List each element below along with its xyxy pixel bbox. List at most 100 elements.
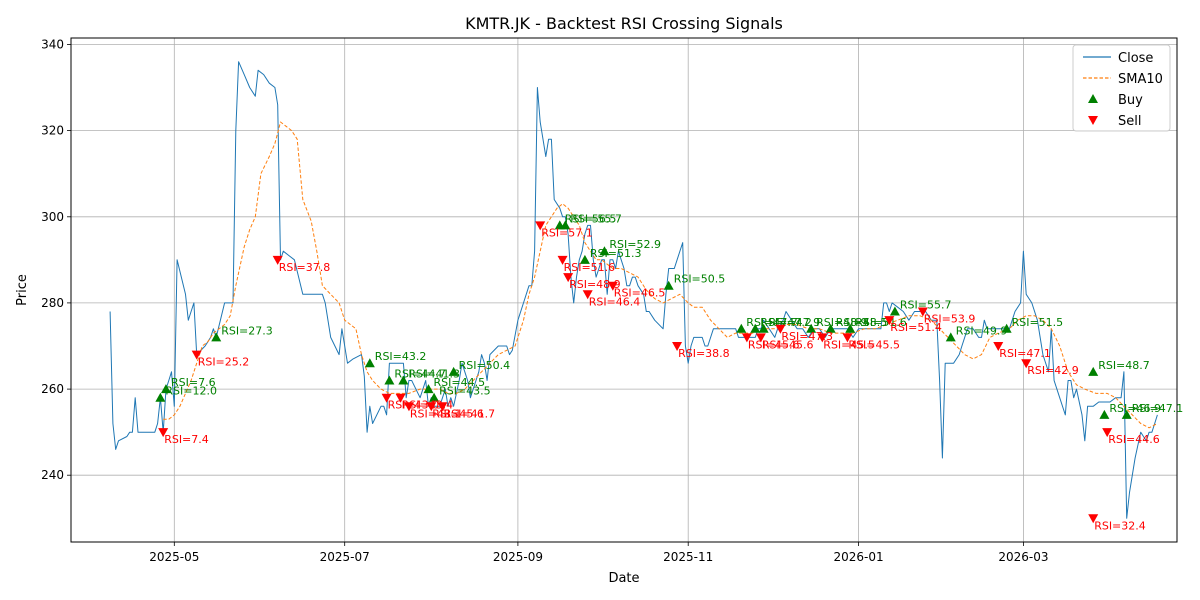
buy-signal-label: RSI=43.2 [375,350,427,363]
sell-signal-marker [557,255,568,265]
buy-signal-label: RSI=49.9 [956,324,1008,337]
sell-signal-label: RSI=43.4 [402,399,454,412]
buy-signal-label: RSI=48.9 [816,316,868,329]
buy-signal-marker [750,323,761,333]
x-tick-label: 2026-01 [834,550,884,564]
buy-signal-label: RSI=51.5 [1012,316,1064,329]
sell-signal-marker [403,402,414,412]
buy-signal-label: RSI=56.5 [565,212,617,225]
sell-signal-marker [1088,514,1099,524]
buy-signal-label: RSI=50.5 [674,273,726,286]
sell-signal-label: RSI=37.8 [279,261,331,274]
sell-signal-label: RSI=38.8 [678,347,730,360]
buy-signal-label: RSI=44.5 [434,376,486,389]
buy-signal-label: RSI=47.1 [1132,402,1184,415]
x-tick-label: 2025-05 [149,550,199,564]
buy-signal-label: RSI=7.6 [171,376,216,389]
sell-signal-label: RSI=46.4 [589,295,641,308]
sell-signal-marker [395,393,406,403]
y-tick-label: 240 [41,468,64,482]
sell-signal-label: RSI=45.6 [432,407,484,420]
grid-lines [71,38,1177,542]
x-tick-label: 2025-11 [663,550,713,564]
buy-signal-marker [1099,409,1110,419]
x-axis-label: Date [608,571,639,586]
sell-signal-marker [1102,428,1113,438]
x-tick-label: 2025-07 [320,550,370,564]
buy-signal-marker [663,280,674,290]
y-tick-label: 320 [41,124,64,138]
buy-signal-marker [211,332,222,342]
plot-area: RSI=12.0RSI=7.6RSI=27.3RSI=43.2RSI=44.7R… [109,61,1184,532]
legend-sell-swatch [1088,116,1098,125]
sell-signal-label: RSI=32.4 [1094,519,1146,532]
buy-signal-marker [1121,409,1132,419]
buy-signal-label: RSI=48.5 [836,316,888,329]
sell-signal-label: RSI=42.9 [1027,364,1079,377]
buy-signal-marker [758,323,769,333]
sell-signal-label: RSI=51.4 [890,321,942,334]
y-axis-ticks: 240 260 280 300 320 340 [41,38,71,482]
legend-box [1072,44,1171,132]
buy-signal-marker [1001,323,1012,333]
sell-signal-label: RSI=41.7 [444,407,496,420]
buy-signal-label: RSI=12.0 [165,385,217,398]
buy-signal-label: RSI=50.4 [459,359,511,372]
buy-signal-marker [155,392,166,402]
buy-signal-marker [364,358,375,368]
chart-title: KMTR.JK - Backtest RSI Crossing Signals [465,14,783,33]
buy-signal-label: RSI=55.7 [900,299,952,312]
buy-signal-marker [599,246,610,256]
buy-signal-label: RSI=52.9 [609,238,661,251]
buy-signal-marker [160,384,171,394]
sell-signal-marker [563,273,574,283]
buy-signal-label: RSI=46.9 [1109,402,1161,415]
sell-signal-marker [582,290,593,300]
legend-label-sma: SMA10 [1118,72,1163,87]
sell-signal-label: RSI=53.9 [924,313,976,326]
sell-signal-marker [1021,359,1032,369]
plot-frame [70,37,1178,543]
buy-signal-marker [1088,366,1099,376]
sell-signal-label: RSI=7.4 [164,433,209,446]
buy-signal-marker [845,323,856,333]
y-tick-label: 300 [41,210,64,224]
buy-signal-marker [806,323,817,333]
sell-signal-marker [755,333,766,343]
legend-label-buy: Buy [1118,93,1143,108]
buy-signal-label: RSI=48.7 [1098,359,1150,372]
sell-signal-marker [158,428,169,438]
x-tick-label: 2026-03 [998,550,1048,564]
x-tick-label: 2025-09 [493,550,543,564]
sell-signal-marker [842,333,853,343]
buy-signal-label: RSI=41.3 [408,368,460,381]
buy-signal-marker [398,375,409,385]
buy-signal-label: RSI=43.5 [439,385,491,398]
sell-signal-label: RSI=48.9 [569,278,621,291]
sell-signal-label: RSI=45.6 [762,338,814,351]
close-price-line [109,61,1158,519]
sell-signal-label: RSI=47.1 [999,347,1051,360]
sell-signal-label: RSI=51.6 [564,261,616,274]
sell-signal-label: RSI=45.5 [848,338,900,351]
sell-signal-label: RSI=25.2 [198,356,250,369]
sell-signal-marker [672,342,683,351]
sell-signal-label: RSI=57.1 [541,226,593,239]
buy-signal-marker [579,254,590,264]
sell-signal-marker [884,316,895,326]
x-axis-ticks: 2025-05 2025-07 2025-09 2025-11 2026-01 2026-… [149,542,1048,564]
sell-signal-marker [993,342,1004,351]
y-tick-label: 260 [41,382,64,396]
chart-legend: Close SMA10 Buy Sell [1072,44,1171,132]
buy-signal-label: RSI=51.6 [855,316,907,329]
sell-signal-marker [817,333,828,343]
y-tick-label: 280 [41,296,64,310]
buy-signal-marker [384,375,395,385]
legend-label-close: Close [1118,51,1153,66]
sell-signal-marker [917,307,928,317]
sell-signal-marker [607,281,618,291]
buy-signal-marker [945,332,956,342]
y-axis-label: Price [15,274,30,306]
buy-signal-marker [423,384,434,394]
